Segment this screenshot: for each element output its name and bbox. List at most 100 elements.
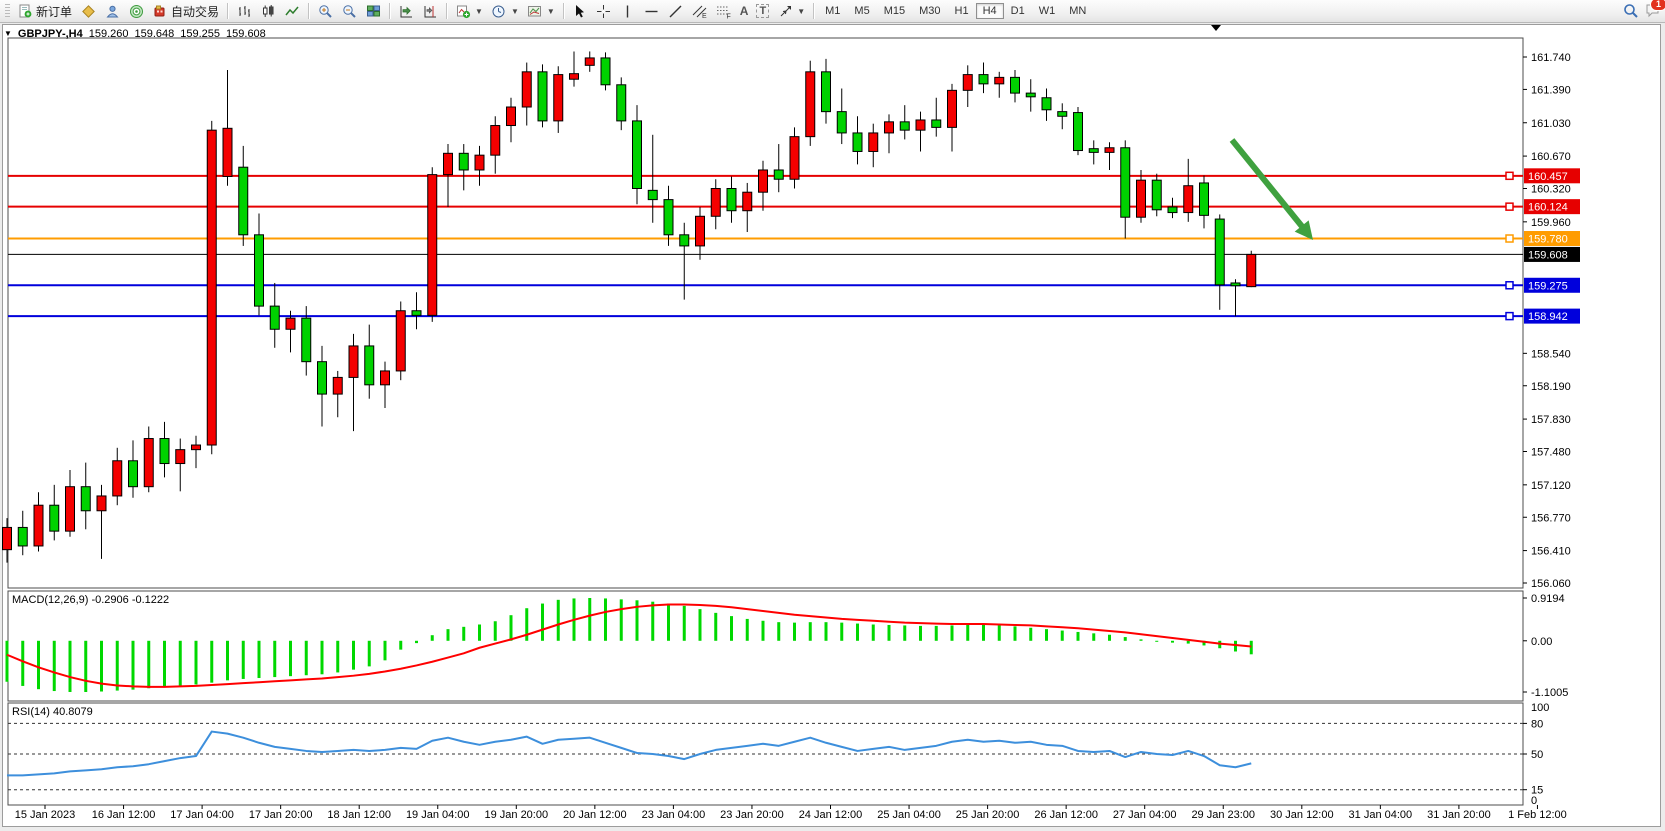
zoom-out-icon <box>341 3 357 19</box>
auto-trading-button[interactable]: 自动交易 <box>148 0 223 22</box>
splitter-handle-icon[interactable] <box>1211 25 1221 31</box>
macd-bar <box>415 640 418 644</box>
horizontal-line-tool-button[interactable] <box>640 0 664 22</box>
toolbar-separator <box>813 3 815 19</box>
vertical-line-tool-button[interactable] <box>616 0 640 22</box>
candle-bull <box>758 169 768 193</box>
timeframe-h4-button[interactable]: H4 <box>975 3 1004 19</box>
channel-tool-button[interactable]: E <box>688 0 712 22</box>
candle-bull <box>65 486 75 532</box>
hline-marker[interactable] <box>1505 281 1514 290</box>
arrows-tool-icon <box>777 3 793 19</box>
timeframe-m15-button[interactable]: M15 <box>883 5 906 17</box>
trend-arrow-head[interactable] <box>1294 220 1313 240</box>
tile-windows-button[interactable] <box>361 0 385 22</box>
timeframe-mn-button[interactable]: MN <box>1069 5 1087 17</box>
price-axis[interactable]: 161.740 161.390 161.030 160.670 160.320 159.9… <box>1523 52 1580 807</box>
profiles-button[interactable] <box>100 0 124 22</box>
macd-bar <box>604 598 607 641</box>
auto-scroll-button[interactable] <box>394 0 418 22</box>
candle-bear <box>1230 282 1241 287</box>
macd-bar <box>635 600 639 641</box>
candle-bull <box>332 376 343 395</box>
candle-bull <box>962 74 973 91</box>
hline-marker[interactable] <box>1505 311 1514 321</box>
zoom-in-button[interactable] <box>313 0 337 22</box>
macd-bar <box>887 624 891 641</box>
new-order-button[interactable]: 新订单 <box>13 0 76 22</box>
timeframe-h1-button[interactable]: H1 <box>954 5 969 17</box>
candle-bull <box>695 215 705 247</box>
cursor-tool-button[interactable] <box>568 0 592 22</box>
time-axis[interactable]: 15 Jan 2023 16 Jan 12:00 17 Jan 04:00 17 Ja… <box>15 805 1567 821</box>
hline-marker[interactable] <box>1505 234 1514 243</box>
text-tool-icon: A <box>739 4 749 18</box>
rsi-axis-label: 100 <box>1531 702 1549 714</box>
candle-bull <box>868 132 879 152</box>
toolbar-separator <box>446 3 448 19</box>
candle-bull <box>1104 147 1115 153</box>
timeframe-m30-button[interactable]: M30 <box>919 5 941 17</box>
candle-bull <box>884 121 894 134</box>
templates-button[interactable]: ▼ <box>523 0 559 22</box>
periods-dropdown-caret[interactable]: ▼ <box>510 6 519 16</box>
templates-dropdown-caret[interactable]: ▼ <box>546 6 555 16</box>
trend-arrow-line[interactable] <box>1229 138 1308 233</box>
auto-scroll-icon <box>398 3 414 19</box>
time-tick-label: 19 Jan 20:00 <box>484 809 548 821</box>
price-tick-label: 159.960 <box>1531 217 1571 229</box>
market-watch-button[interactable] <box>76 0 100 22</box>
timeframe-m1-button[interactable]: M1 <box>825 5 841 17</box>
periods-button[interactable]: ▼ <box>487 0 523 22</box>
macd-bar <box>950 625 954 641</box>
timeframe-m5-button[interactable]: M5 <box>854 5 870 17</box>
candle-bull <box>569 73 579 80</box>
candle-bull <box>33 504 44 547</box>
price-tick-label: 156.410 <box>1531 546 1571 558</box>
price-line-badge-label: 159.275 <box>1528 280 1568 292</box>
indicators-button[interactable]: ▼ <box>451 0 487 22</box>
symbol-dropdown-icon[interactable]: ▼ <box>4 29 12 38</box>
notification-count-badge: 1 <box>1650 0 1665 11</box>
line-chart-mode-button[interactable] <box>280 0 304 22</box>
hline-marker[interactable] <box>1505 171 1514 181</box>
candle-bear <box>254 234 264 307</box>
text-tool-button[interactable]: A <box>736 0 753 22</box>
macd-bar <box>619 599 623 641</box>
timeframe-d1-button[interactable]: D1 <box>1010 5 1025 17</box>
price-tick-label: 156.770 <box>1531 512 1571 524</box>
indicators-dropdown-caret[interactable]: ▼ <box>475 6 483 16</box>
trendline-tool-button[interactable] <box>664 0 688 22</box>
macd-bar <box>462 626 466 641</box>
bar-chart-mode-button[interactable] <box>232 0 256 22</box>
macd-bar <box>1013 626 1017 641</box>
candle-bull <box>191 444 201 451</box>
text-label-tool-button[interactable]: T <box>752 0 773 22</box>
notifications-button[interactable]: 1 <box>1645 0 1665 21</box>
hline-marker[interactable] <box>1505 202 1514 211</box>
timeframe-w1-button[interactable]: W1 <box>1038 5 1056 17</box>
price-line-badge-label: 158.942 <box>1528 311 1568 323</box>
candle-bear <box>1214 218 1225 286</box>
search-icon[interactable] <box>1623 3 1639 19</box>
candlestick-mode-button[interactable] <box>256 0 280 22</box>
macd-bar <box>273 640 277 678</box>
zoom-out-button[interactable] <box>337 0 361 22</box>
macd-bar <box>1249 640 1253 655</box>
arrows-dropdown-caret[interactable]: ▼ <box>797 6 806 16</box>
arrows-tool-button[interactable]: ▼ <box>773 0 809 22</box>
crosshair-tool-button[interactable] <box>592 0 616 22</box>
fibonacci-icon: F <box>716 3 732 19</box>
fibonacci-tool-button[interactable]: F <box>712 0 736 22</box>
candle-bear <box>600 57 611 86</box>
chart-shift-button[interactable] <box>418 0 442 22</box>
macd-bar <box>856 623 859 641</box>
macd-bar <box>163 640 166 688</box>
candle-bear <box>1167 206 1178 214</box>
signals-button[interactable] <box>124 0 148 22</box>
ohlc-open-value: 159.260 <box>88 27 129 40</box>
time-tick-label: 25 Jan 04:00 <box>877 809 941 821</box>
price-tick-label: 160.320 <box>1531 184 1571 196</box>
macd-bar <box>399 640 403 650</box>
